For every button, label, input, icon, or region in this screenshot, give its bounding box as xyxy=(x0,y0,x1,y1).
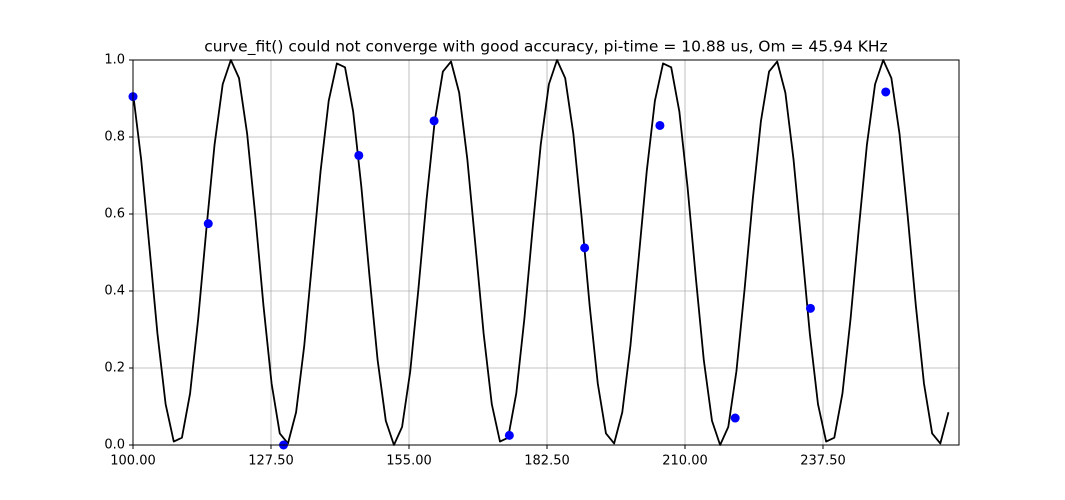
data-point xyxy=(203,219,213,229)
x-tick-label: 182.50 xyxy=(524,454,570,469)
plot-frame xyxy=(132,59,960,446)
data-point xyxy=(354,150,364,160)
data-point xyxy=(429,116,439,126)
fit-line xyxy=(132,59,950,446)
y-tick-label: 1.0 xyxy=(104,53,125,68)
marks xyxy=(128,59,950,450)
data-point xyxy=(730,413,740,423)
chart-title: curve_fit() could not converge with good… xyxy=(204,38,887,57)
data-point xyxy=(580,243,590,253)
x-tick-label: 155.00 xyxy=(386,454,432,469)
y-tick-label: 0.2 xyxy=(104,361,125,376)
y-tick-label: 0.8 xyxy=(104,130,125,145)
y-tick-label: 0.0 xyxy=(104,438,125,453)
x-tick-label: 237.50 xyxy=(800,454,846,469)
data-point xyxy=(805,303,815,313)
data-point xyxy=(655,120,665,130)
x-tick-label: 210.00 xyxy=(662,454,708,469)
y-tick-label: 0.4 xyxy=(104,284,125,299)
data-point xyxy=(881,87,891,97)
x-tick-label: 127.50 xyxy=(248,454,294,469)
data-point xyxy=(504,430,514,440)
axes: 100.00 127.50 155.00 182.50 210.00 237.50 0.0 0… xyxy=(104,53,845,469)
y-tick-label: 0.6 xyxy=(104,207,125,222)
x-tick-label: 100.00 xyxy=(110,454,156,469)
